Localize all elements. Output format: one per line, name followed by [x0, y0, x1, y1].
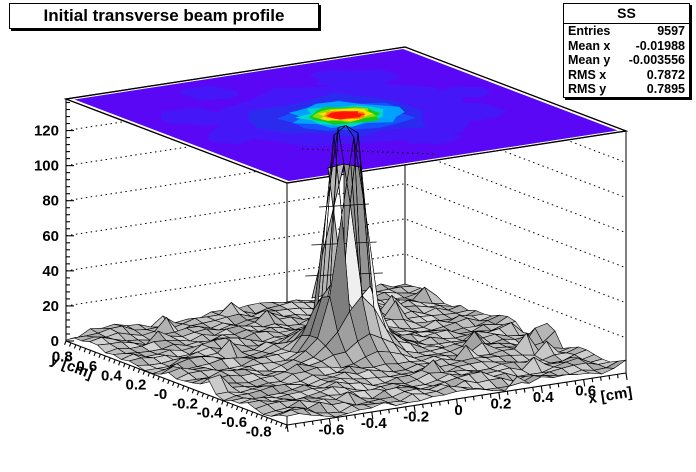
stats-value: 0.7895 [646, 82, 685, 96]
stats-label: Mean y [568, 53, 611, 67]
svg-text:0.2: 0.2 [490, 396, 511, 413]
svg-text:60: 60 [42, 228, 59, 245]
svg-text:x [cm]: x [cm] [587, 384, 633, 408]
stats-label: Entries [568, 24, 611, 38]
stats-row-rms-x: RMS x 0.7872 [564, 68, 689, 83]
svg-text:-0: -0 [154, 386, 167, 403]
svg-text:0.2: 0.2 [126, 377, 147, 394]
svg-text:0.4: 0.4 [101, 367, 123, 384]
svg-text:0.4: 0.4 [533, 389, 555, 406]
svg-text:-0.4: -0.4 [197, 405, 224, 422]
stats-label: Mean x [568, 38, 611, 53]
plot-title-box: Initial transverse beam profile [9, 3, 319, 29]
svg-text:-0.2: -0.2 [172, 395, 198, 412]
svg-text:120: 120 [34, 123, 59, 140]
stats-row-mean-y: Mean y -0.003556 [564, 53, 689, 68]
svg-text:-0.2: -0.2 [403, 409, 429, 426]
svg-text:0.6: 0.6 [76, 358, 97, 375]
stats-row-entries: Entries 9597 [564, 24, 689, 39]
svg-text:80: 80 [42, 193, 59, 210]
stats-box: SS Entries 9597 Mean x -0.01988 Mean y -… [563, 3, 690, 98]
svg-text:40: 40 [42, 263, 59, 280]
svg-text:100: 100 [34, 158, 59, 175]
svg-text:-0.6: -0.6 [318, 422, 344, 439]
stats-row-mean-x: Mean x -0.01988 [564, 39, 689, 54]
stats-label: RMS y [568, 82, 607, 96]
svg-text:0: 0 [454, 402, 462, 419]
svg-text:-0.8: -0.8 [246, 423, 272, 440]
stats-value: 0.7872 [646, 67, 685, 82]
svg-text:-0.4: -0.4 [361, 415, 388, 432]
stats-value: -0.003556 [628, 53, 685, 67]
stats-value: 9597 [657, 24, 685, 38]
stats-title: SS [564, 4, 689, 24]
svg-text:0.6: 0.6 [575, 383, 596, 400]
svg-text:20: 20 [42, 298, 59, 315]
stats-value: -0.01988 [635, 38, 685, 53]
stats-label: RMS x [568, 67, 607, 82]
stats-row-rms-y: RMS y 0.7895 [564, 82, 689, 97]
svg-text:-0.6: -0.6 [221, 414, 247, 431]
svg-text:0: 0 [51, 333, 59, 350]
svg-text:0.8: 0.8 [52, 349, 73, 366]
plot-title: Initial transverse beam profile [43, 6, 285, 25]
